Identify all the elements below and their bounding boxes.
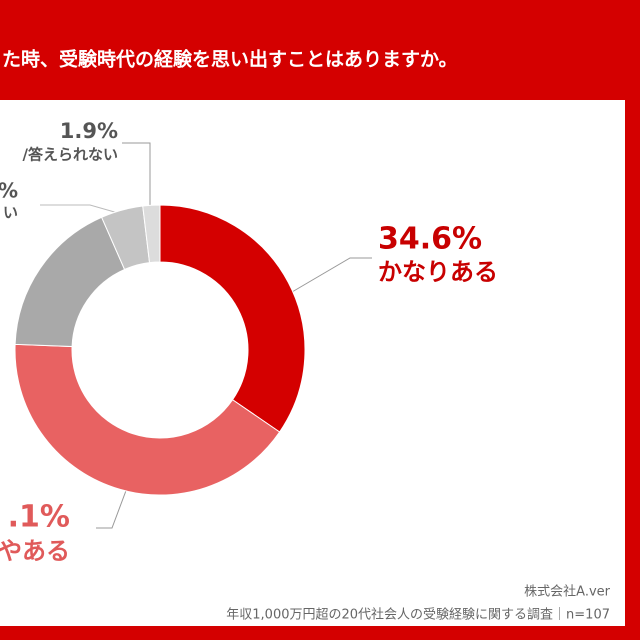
panel	[0, 100, 625, 626]
value-label: 34.6%	[378, 222, 482, 257]
note: 年収1,000万円超の20代社会人の受験経験に関する調査｜n=107	[226, 607, 610, 623]
donut-segment	[142, 204, 161, 264]
category-label: い	[3, 204, 18, 222]
value-label: %	[0, 179, 18, 203]
value-label: .1%	[8, 500, 70, 535]
leader-line	[40, 204, 126, 216]
category-label: やある	[0, 537, 70, 565]
category-label: かなりある	[378, 258, 498, 286]
leader-line	[291, 257, 372, 293]
source: 株式会社A.ver	[524, 584, 610, 600]
leader-line	[122, 142, 151, 212]
chart-title: た時、受験時代の経験を思い出すことはありますか。	[2, 48, 458, 71]
leader-line	[96, 479, 131, 529]
category-label: /答えられない	[23, 146, 118, 164]
donut-segment	[159, 204, 306, 433]
donut-segment	[14, 343, 281, 496]
value-label: 1.9%	[60, 119, 118, 143]
